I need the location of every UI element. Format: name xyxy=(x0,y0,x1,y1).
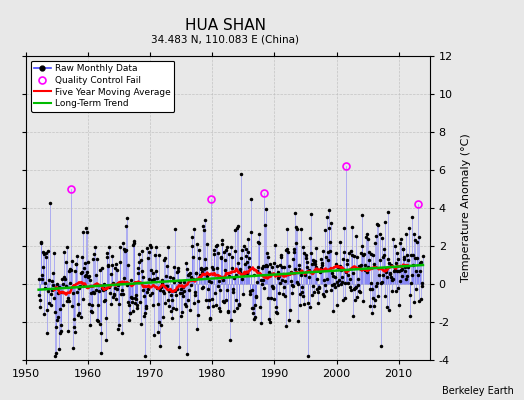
Text: 34.483 N, 110.083 E (China): 34.483 N, 110.083 E (China) xyxy=(151,34,299,44)
Text: Berkeley Earth: Berkeley Earth xyxy=(442,386,514,396)
Legend: Raw Monthly Data, Quality Control Fail, Five Year Moving Average, Long-Term Tren: Raw Monthly Data, Quality Control Fail, … xyxy=(31,60,174,112)
Text: HUA SHAN: HUA SHAN xyxy=(185,18,266,33)
Y-axis label: Temperature Anomaly (°C): Temperature Anomaly (°C) xyxy=(461,134,471,282)
